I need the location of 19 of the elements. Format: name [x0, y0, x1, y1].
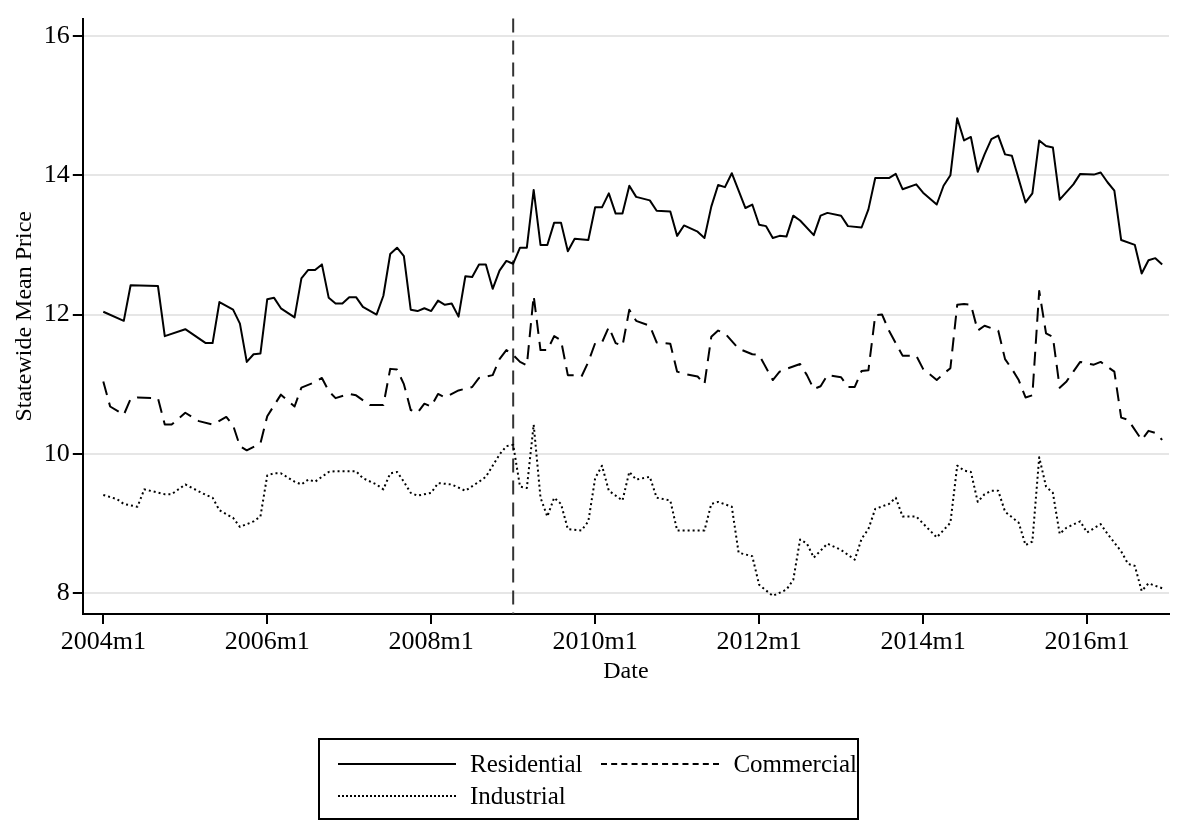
legend-label: Residential [470, 750, 583, 778]
y-axis-title: Statewide Mean Price [9, 211, 36, 422]
x-tick-label: 2012m1 [716, 626, 802, 656]
x-tick-label: 2010m1 [552, 626, 638, 656]
y-tick-label: 14 [43, 159, 70, 189]
y-tick-label: 16 [43, 19, 70, 49]
legend-label: Commercial [733, 750, 857, 778]
y-tick-label: 10 [43, 437, 70, 467]
x-tick-label: 2014m1 [880, 626, 966, 656]
y-tick-label: 12 [43, 298, 70, 328]
line-series [102, 423, 1164, 597]
x-tick-label: 2016m1 [1044, 626, 1130, 656]
x-tick-label: 2008m1 [388, 626, 474, 656]
line-series [102, 289, 1164, 452]
legend-label: Industrial [470, 782, 566, 810]
x-tick-label: 2004m1 [60, 626, 146, 656]
x-tick-label: 2006m1 [224, 626, 310, 656]
y-tick-label: 8 [56, 576, 70, 606]
x-axis-title: Date [603, 656, 649, 683]
